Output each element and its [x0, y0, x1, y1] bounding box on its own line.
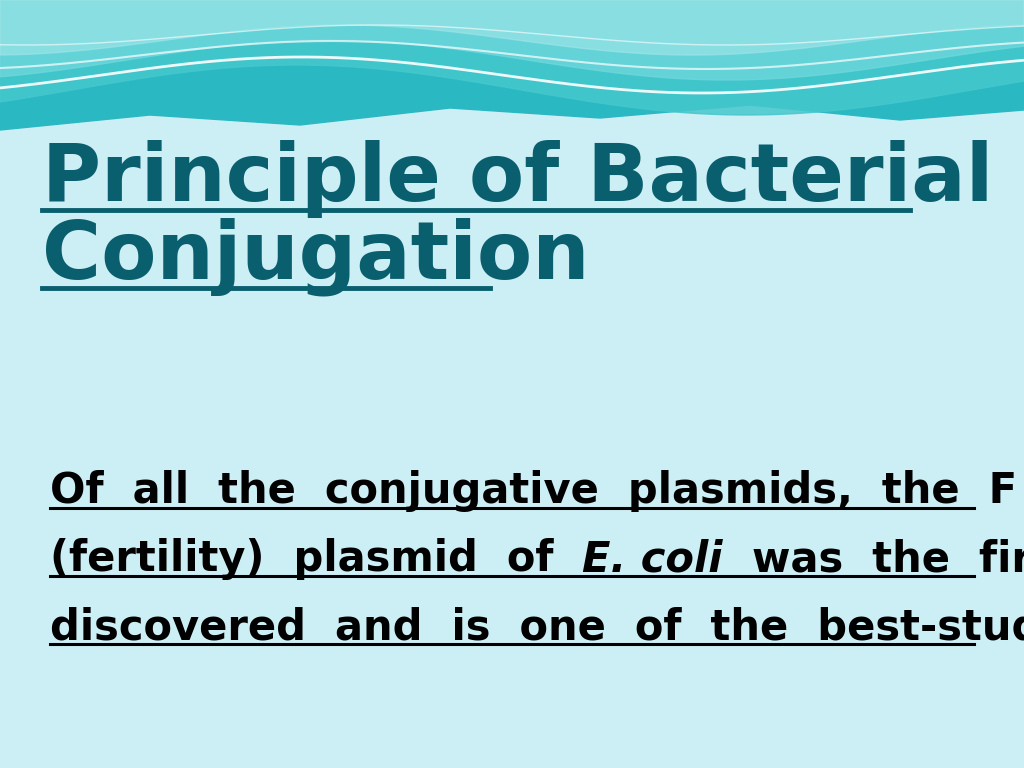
Text: discovered  and  is  one  of  the  best-studied: discovered and is one of the best-studie…: [50, 606, 1024, 648]
Text: Principle of Bacterial: Principle of Bacterial: [42, 140, 993, 218]
Text: E. coli: E. coli: [583, 538, 723, 580]
Polygon shape: [0, 0, 1024, 130]
Text: (fertility)  plasmid  of: (fertility) plasmid of: [50, 538, 583, 580]
Text: Of  all  the  conjugative  plasmids,  the  F: Of all the conjugative plasmids, the F: [50, 470, 1017, 512]
Text: was  the  first: was the first: [723, 538, 1024, 580]
Text: Conjugation: Conjugation: [42, 218, 590, 296]
